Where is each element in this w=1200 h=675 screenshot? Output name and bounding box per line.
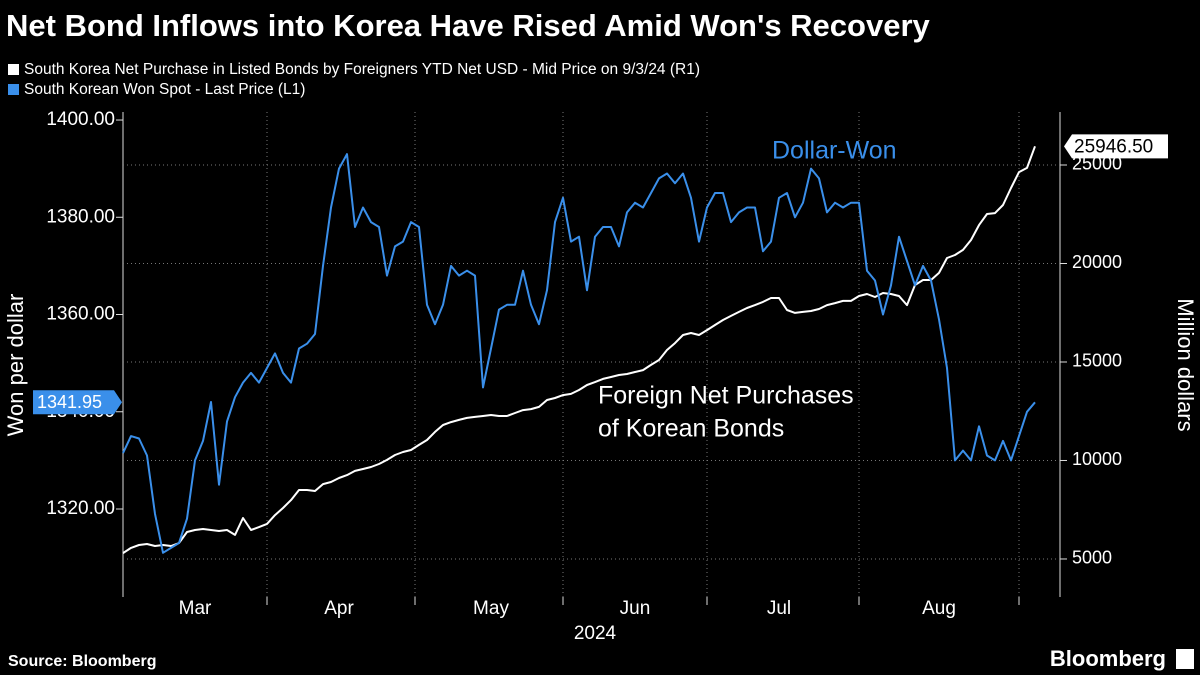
y-axis-title: Won per dollar	[3, 294, 28, 437]
x-tick-label: Jun	[620, 598, 651, 619]
x-tick-label: Jul	[767, 598, 791, 619]
x-tick-label: Aug	[922, 598, 956, 619]
legend-swatch	[8, 84, 19, 95]
series-line	[122, 153, 1036, 554]
value-label: 25946.50	[1074, 136, 1153, 157]
annotation: Dollar-Won	[772, 137, 897, 165]
y2-tick-label: 5000	[1072, 548, 1112, 568]
y2-tick-label: 25000	[1072, 154, 1122, 174]
legend-entry: South Korea Net Purchase in Listed Bonds…	[24, 61, 700, 78]
y2-tick-label: 10000	[1072, 449, 1122, 469]
annotation: Foreign Net Purchases	[598, 382, 854, 410]
x-tick-label: Apr	[324, 598, 354, 619]
value-label: 1341.95	[37, 392, 102, 412]
value-tag	[1064, 134, 1168, 159]
source: Source: Bloomberg	[8, 653, 156, 670]
x-tick-label: Mar	[179, 598, 212, 619]
brand: Bloomberg	[1050, 646, 1166, 671]
chart-title: Net Bond Inflows into Korea Have Rised A…	[6, 8, 931, 43]
annotation: of Korean Bonds	[598, 415, 784, 443]
legend-swatch	[8, 64, 19, 75]
y2-tick-label: 15000	[1072, 351, 1122, 371]
x-axis-title: 2024	[574, 623, 617, 644]
y2-tick-label: 20000	[1072, 252, 1122, 272]
legend-entry: South Korean Won Spot - Last Price (L1)	[24, 81, 305, 98]
y2-axis-title: Million dollars	[1173, 298, 1198, 431]
y-tick-label: 1360.00	[46, 304, 115, 325]
brand-icon	[1176, 649, 1194, 669]
y-tick-label: 1400.00	[46, 109, 115, 130]
value-tag	[33, 390, 122, 415]
x-tick-label: May	[473, 598, 509, 619]
y-tick-label: 1380.00	[46, 206, 115, 227]
y-tick-label: 1320.00	[46, 498, 115, 519]
series-line	[122, 145, 1036, 554]
